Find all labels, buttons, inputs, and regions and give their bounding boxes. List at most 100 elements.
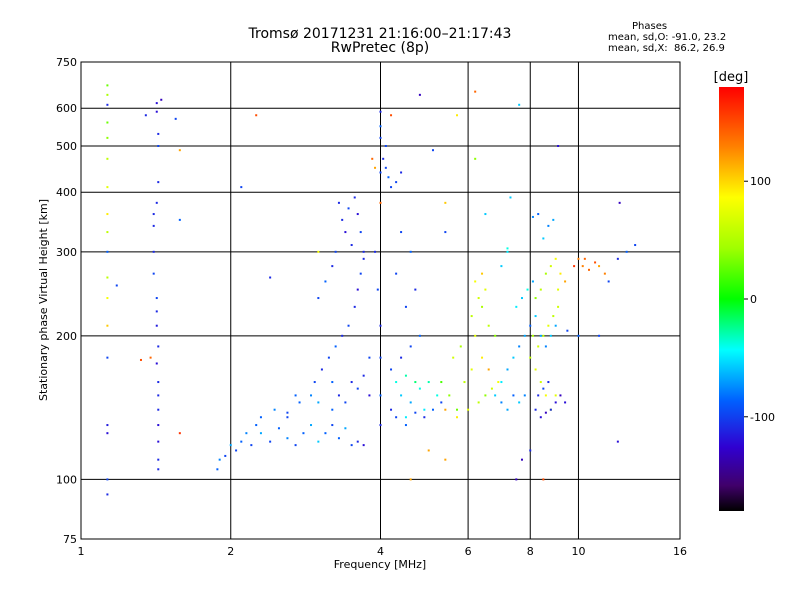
data-point <box>317 440 320 443</box>
data-point <box>362 250 365 253</box>
data-point <box>440 401 443 404</box>
data-point <box>379 424 382 427</box>
data-point <box>436 394 439 397</box>
data-point <box>286 437 289 440</box>
data-point <box>506 250 509 253</box>
data-point <box>487 368 490 371</box>
data-point <box>404 305 407 308</box>
data-point <box>544 394 547 397</box>
data-point <box>331 381 334 384</box>
data-point <box>368 356 371 359</box>
data-point <box>554 257 557 260</box>
data-point <box>603 272 606 275</box>
y-axis-ticks: 75 100 200 300 400 500 600 750 <box>56 56 77 546</box>
data-point <box>518 345 521 348</box>
data-point <box>400 394 403 397</box>
data-point <box>557 144 560 147</box>
data-point <box>390 368 393 371</box>
data-point <box>245 432 248 435</box>
data-point <box>618 201 621 204</box>
data-point <box>418 334 421 337</box>
data-point <box>474 157 477 160</box>
data-point <box>474 280 477 283</box>
data-point <box>384 166 387 169</box>
data-point <box>331 265 334 268</box>
data-point <box>414 411 417 414</box>
data-point <box>379 324 382 327</box>
data-point <box>549 265 552 268</box>
data-point <box>344 401 347 404</box>
data-point <box>350 381 353 384</box>
data-point <box>400 356 403 359</box>
data-point <box>317 401 320 404</box>
data-point <box>531 215 534 218</box>
data-point <box>557 305 560 308</box>
data-point <box>294 444 297 447</box>
data-point <box>539 334 542 337</box>
data-point <box>481 272 484 275</box>
x-tick-label: 6 <box>465 545 472 558</box>
data-point <box>477 401 480 404</box>
data-point <box>594 261 597 264</box>
colorbar-ticks: 100 0 -100 <box>744 175 775 424</box>
data-point <box>544 411 547 414</box>
data-point <box>344 231 347 234</box>
data-point <box>564 280 567 283</box>
x-tick-label: 8 <box>527 545 534 558</box>
data-point <box>515 478 518 481</box>
data-point <box>400 171 403 174</box>
data-point <box>157 408 160 411</box>
data-point <box>452 356 455 359</box>
data-point <box>537 394 540 397</box>
data-point <box>547 381 550 384</box>
data-point <box>155 201 158 204</box>
data-point <box>106 493 109 496</box>
data-point <box>390 408 393 411</box>
data-point <box>564 401 567 404</box>
data-point <box>484 394 487 397</box>
data-point <box>106 356 109 359</box>
data-point <box>106 276 109 279</box>
x-axis-ticks: 1 2 4 6 8 10 16 <box>78 545 688 558</box>
data-point <box>549 408 552 411</box>
data-point <box>559 272 562 275</box>
data-point <box>583 257 586 260</box>
data-point <box>395 181 398 184</box>
data-point <box>106 121 109 124</box>
data-point <box>376 288 379 291</box>
phase-stats-heading: Phases <box>632 21 668 32</box>
data-point <box>518 103 521 106</box>
data-point <box>157 394 160 397</box>
data-point <box>542 237 545 240</box>
data-point <box>390 114 393 117</box>
data-point <box>526 288 529 291</box>
data-point <box>341 334 344 337</box>
data-point <box>334 250 337 253</box>
data-point <box>157 440 160 443</box>
data-point <box>414 288 417 291</box>
chart-subtitle: RwPretec (8p) <box>330 40 430 56</box>
data-point <box>152 224 155 227</box>
data-point <box>554 401 557 404</box>
grid-lines <box>81 62 680 539</box>
data-point <box>506 408 509 411</box>
data-point <box>477 297 480 300</box>
data-point <box>178 149 181 152</box>
data-point <box>520 297 523 300</box>
data-point <box>269 276 272 279</box>
data-point <box>448 394 451 397</box>
data-point <box>387 176 390 179</box>
data-point <box>155 310 158 313</box>
data-point <box>157 424 160 427</box>
y-axis-label: Stationary phase Virtual Height [km] <box>37 199 50 401</box>
data-point <box>427 381 430 384</box>
data-point <box>523 394 526 397</box>
data-point <box>423 416 426 419</box>
data-point <box>324 432 327 435</box>
data-point <box>456 114 459 117</box>
data-point <box>463 381 466 384</box>
data-point <box>216 468 219 471</box>
data-point <box>240 186 243 189</box>
data-point <box>542 387 545 390</box>
data-point <box>531 334 534 337</box>
